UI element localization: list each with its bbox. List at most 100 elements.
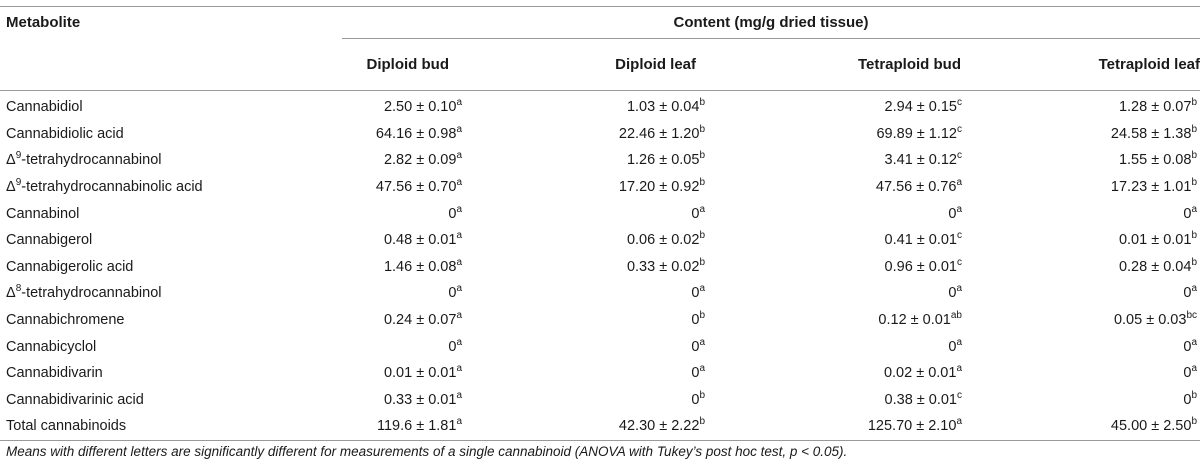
significance-letter: a [456, 230, 462, 242]
metabolite-label: -tetrahydrocannabinol [21, 152, 162, 169]
table-row: Cannabigerolic acid 1.46 ± 0.08a 0.33 ± 0.… [0, 254, 1200, 281]
significance-letter: bc [1186, 310, 1197, 322]
significance-letter: a [956, 416, 962, 428]
cell-value: 0.48 ± 0.01 [383, 232, 457, 249]
cell-diploid-leaf: 0.33 ± 0.02b [462, 256, 705, 275]
cell-value: 69.89 ± 1.12 [876, 125, 957, 142]
significance-letter: a [699, 283, 705, 295]
significance-letter: a [1191, 336, 1197, 348]
cell-tetraploid-leaf: 0b [962, 389, 1197, 408]
significance-letter: a [699, 336, 705, 348]
cell-value: 45.00 ± 2.50 [1110, 418, 1192, 435]
metabolite-name: Δ9-tetrahydrocannabinol [0, 150, 342, 169]
metabolite-name: Δ9-tetrahydrocannabinolic acid [0, 177, 342, 196]
cell-tetraploid-bud: 125.70 ± 2.10a [705, 416, 962, 435]
col-header-diploid-leaf: Diploid leaf [615, 56, 696, 73]
metabolite-label: -tetrahydrocannabinol [21, 285, 162, 302]
cell-value: 64.16 ± 0.98 [375, 125, 457, 142]
significance-letter: a [956, 177, 962, 189]
cell-value: 17.23 ± 1.01 [1110, 179, 1192, 196]
significance-letter: c [957, 97, 962, 109]
cell-tetraploid-leaf: 17.23 ± 1.01b [962, 178, 1197, 196]
significance-letter: b [1191, 123, 1197, 135]
cell-diploid-bud: 0a [342, 204, 462, 222]
cell-value: 1.03 ± 0.04 [626, 99, 700, 116]
header-row-2: Diploid bud Diploid leaf Tetraploid bud … [0, 39, 1200, 90]
cell-value: 1.46 ± 0.08 [383, 258, 457, 275]
cell-value: 0 [1183, 338, 1192, 355]
cell-value: 0.96 ± 0.01 [884, 258, 957, 275]
metabolite-name: Cannabidiolic acid [0, 126, 342, 142]
cell-diploid-bud: 2.50 ± 0.10a [342, 98, 462, 116]
cell-value: 0 [948, 285, 957, 302]
metabolite-label: Cannabidivarinic acid [6, 391, 144, 408]
table-row: Cannabinol 0a 0a 0a 0a [0, 200, 1200, 227]
table-row: Total cannabinoids 119.6 ± 1.81a 42.30 ± 2… [0, 413, 1200, 440]
cell-diploid-bud: 119.6 ± 1.81a [342, 417, 462, 435]
table-row: Δ8-tetrahydrocannabinol 0a 0a 0a 0a [0, 280, 1200, 307]
cell-tetraploid-bud: 47.56 ± 0.76a [705, 177, 962, 196]
delta-superscript: 9 [15, 177, 22, 189]
cell-diploid-leaf: 0b [462, 389, 705, 408]
cell-diploid-leaf: 0a [462, 364, 705, 382]
metabolite-label: Cannabidivarin [6, 365, 103, 382]
cell-value: 3.41 ± 0.12 [884, 152, 957, 169]
metabolite-name: Cannabicyclol [0, 339, 342, 355]
cell-value: 0.38 ± 0.01 [884, 391, 957, 408]
significance-letter: b [699, 230, 705, 242]
cell-tetraploid-leaf: 0.05 ± 0.03bc [962, 310, 1197, 329]
significance-letter: ab [950, 310, 962, 322]
cell-value: 1.28 ± 0.07 [1118, 99, 1192, 116]
bottom-rule [0, 439, 1200, 441]
cell-value: 0.02 ± 0.01 [883, 365, 957, 382]
significance-letter: b [1191, 416, 1197, 428]
cell-tetraploid-leaf: 24.58 ± 1.38b [962, 123, 1197, 142]
cell-value: 22.46 ± 1.20 [618, 125, 700, 142]
cell-value: 24.58 ± 1.38 [1110, 125, 1192, 142]
cannabinoid-table: Metabolite Content (mg/g dried tissue) D… [0, 6, 1200, 441]
metabolite-header: Metabolite [6, 14, 81, 31]
col-header-diploid-bud: Diploid bud [366, 56, 449, 73]
cell-value: 0 [691, 312, 700, 329]
col-header-tetraploid-leaf: Tetraploid leaf [1098, 56, 1200, 73]
significance-letter: c [957, 123, 962, 135]
cell-value: 0 [1183, 285, 1192, 302]
significance-letter: b [699, 256, 705, 268]
significance-letter: a [456, 177, 462, 189]
significance-letter: a [456, 310, 462, 322]
table-row: Cannabidivarinic acid 0.33 ± 0.01a 0b 0.38 … [0, 387, 1200, 414]
significance-letter: b [1191, 256, 1197, 268]
cell-value: 0 [1183, 205, 1192, 222]
cell-value: 0 [691, 338, 700, 355]
significance-letter: b [1191, 389, 1197, 401]
metabolite-label: Cannabicyclol [6, 338, 97, 355]
significance-letter: b [699, 123, 705, 135]
metabolite-name: Cannabigerol [0, 232, 342, 248]
cell-tetraploid-bud: 69.89 ± 1.12c [705, 123, 962, 142]
metabolite-name: Δ8-tetrahydrocannabinol [0, 283, 342, 302]
metabolite-name: Cannabigerolic acid [0, 259, 342, 275]
cell-value: 2.50 ± 0.10 [383, 99, 457, 116]
content-header: Content (mg/g dried tissue) [673, 14, 869, 31]
cell-value: 0 [448, 285, 457, 302]
cell-tetraploid-leaf: 0a [962, 204, 1197, 222]
significance-letter: b [699, 177, 705, 189]
significance-letter: b [699, 389, 705, 401]
delta-superscript: 8 [15, 283, 22, 295]
metabolite-label: Cannabinol [6, 205, 80, 222]
significance-letter: a [456, 389, 462, 401]
cell-value: 0 [448, 205, 457, 222]
content-header-rule [342, 38, 1200, 39]
cell-tetraploid-leaf: 0.28 ± 0.04b [962, 256, 1197, 275]
cell-value: 0 [691, 391, 700, 408]
significance-letter: a [1191, 283, 1197, 295]
cell-diploid-leaf: 0.06 ± 0.02b [462, 230, 705, 249]
cell-value: 0.33 ± 0.01 [383, 391, 457, 408]
metabolite-name: Cannabichromene [0, 312, 342, 328]
significance-letter: c [957, 389, 962, 401]
cell-diploid-bud: 0.01 ± 0.01a [342, 364, 462, 382]
delta-superscript: 9 [15, 150, 22, 162]
cell-value: 125.70 ± 2.10 [867, 418, 957, 435]
metabolite-name: Cannabidiol [0, 99, 342, 115]
cell-value: 0.12 ± 0.01 [878, 312, 951, 329]
